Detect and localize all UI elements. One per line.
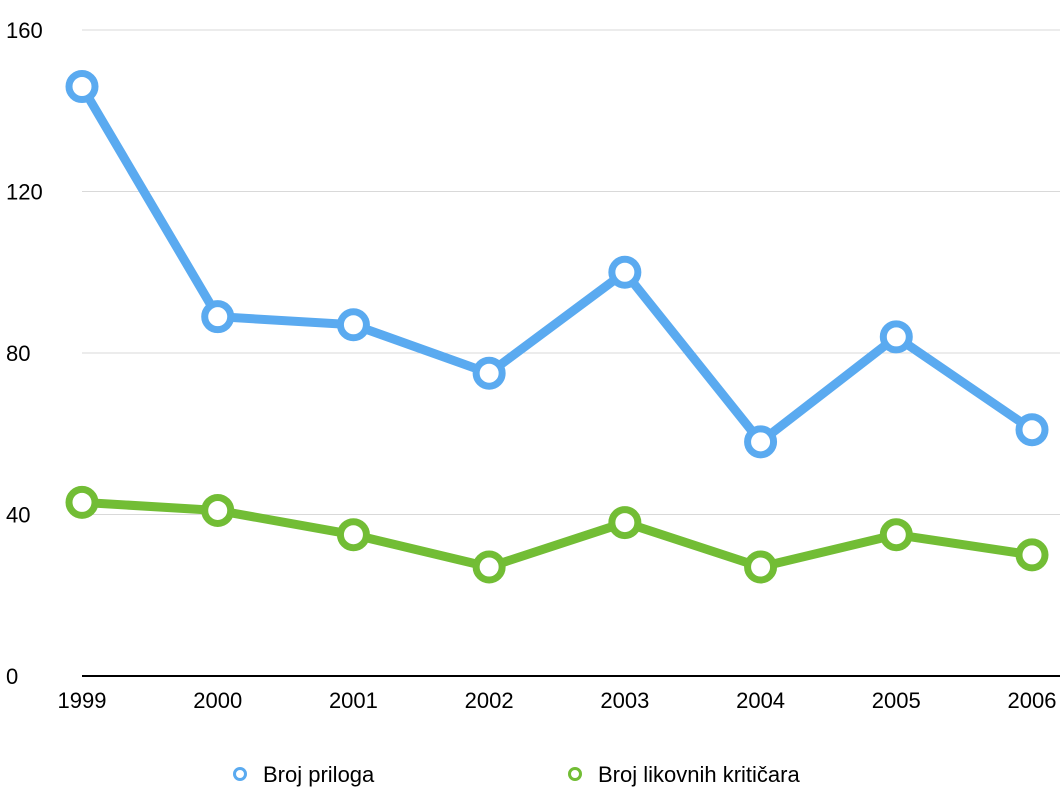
- y-tick-label: 40: [6, 503, 30, 528]
- data-point: [472, 356, 506, 390]
- x-tick-label: 2003: [600, 688, 649, 713]
- x-tick-label: 2005: [872, 688, 921, 713]
- y-tick-label: 120: [6, 180, 43, 205]
- data-point: [608, 506, 642, 540]
- series-layer: [65, 70, 1049, 584]
- data-point: [744, 550, 778, 584]
- data-point: [201, 300, 235, 334]
- data-point: [65, 485, 99, 519]
- data-point: [879, 320, 913, 354]
- data-point: [65, 70, 99, 104]
- x-tick-label: 2006: [1008, 688, 1057, 713]
- legend-item-0: Broj priloga: [233, 762, 375, 787]
- legend-marker-icon: [568, 767, 582, 781]
- data-point: [879, 518, 913, 552]
- data-point: [744, 425, 778, 459]
- data-point: [336, 308, 370, 342]
- y-tick-label: 80: [6, 341, 30, 366]
- data-point: [201, 493, 235, 527]
- legend-label: Broj priloga: [263, 762, 375, 787]
- data-point: [472, 550, 506, 584]
- y-tick-label: 0: [6, 664, 18, 689]
- x-tick-label: 2002: [465, 688, 514, 713]
- legend-marker-icon: [233, 767, 247, 781]
- x-tick-label: 2001: [329, 688, 378, 713]
- series-line-0: [77, 82, 1037, 447]
- legend: Broj priloga Broj likovnih kritičara: [233, 762, 800, 787]
- x-tick-label: 2004: [736, 688, 785, 713]
- data-point: [1015, 413, 1049, 447]
- x-tick-label: 2000: [193, 688, 242, 713]
- legend-label: Broj likovnih kritičara: [598, 762, 800, 787]
- series-line-1: [77, 497, 1037, 572]
- legend-item-1: Broj likovnih kritičara: [568, 762, 800, 787]
- data-point: [336, 518, 370, 552]
- data-point: [1015, 538, 1049, 572]
- axis-layer: 0 40 80 120 160 1999 2000 2001 2002 2003 2004 2005 2…: [6, 18, 1060, 713]
- data-point: [608, 255, 642, 289]
- y-tick-label: 160: [6, 18, 43, 43]
- grid-layer: [82, 29, 1060, 515]
- x-tick-label: 1999: [58, 688, 107, 713]
